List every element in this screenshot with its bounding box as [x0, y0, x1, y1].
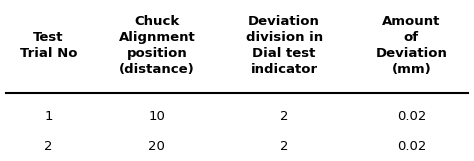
Text: 0.02: 0.02 [397, 110, 426, 123]
Text: 10: 10 [148, 110, 165, 123]
Text: 20: 20 [148, 140, 165, 153]
Text: 1: 1 [44, 110, 53, 123]
Text: 2: 2 [280, 110, 288, 123]
Text: 2: 2 [44, 140, 53, 153]
Text: 2: 2 [280, 140, 288, 153]
Text: Test
Trial No: Test Trial No [20, 31, 77, 60]
Text: Deviation
division in
Dial test
indicator: Deviation division in Dial test indicato… [246, 15, 323, 76]
Text: Amount
of
Deviation
(mm): Amount of Deviation (mm) [375, 15, 447, 76]
Text: 0.02: 0.02 [397, 140, 426, 153]
Text: Chuck
Alignment
position
(distance): Chuck Alignment position (distance) [118, 15, 195, 76]
